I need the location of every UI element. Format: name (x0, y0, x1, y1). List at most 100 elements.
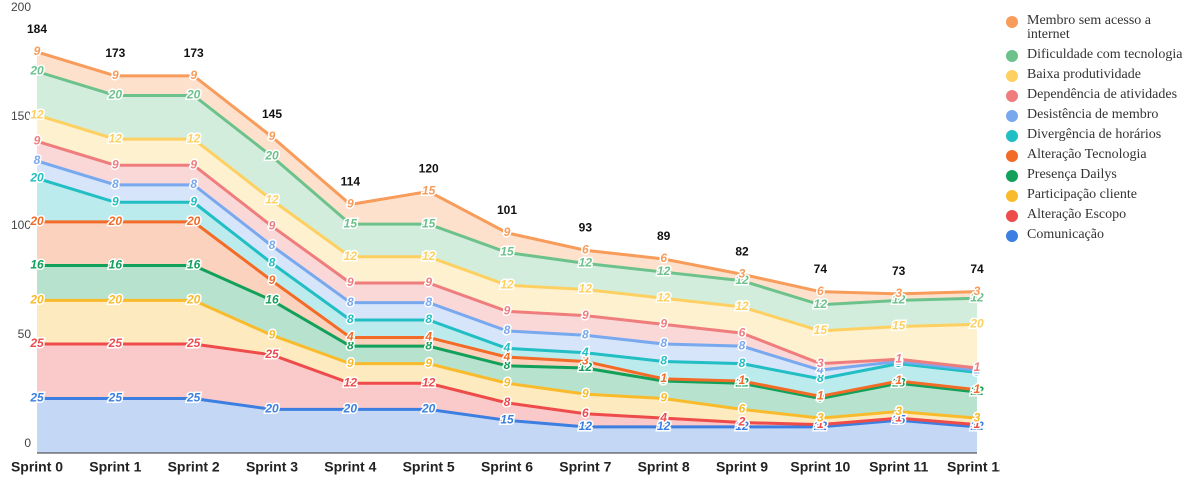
value-label: 12 (344, 375, 358, 389)
x-tick-label: Sprint 8 (638, 459, 690, 475)
value-label: 8 (347, 295, 354, 309)
value-label: 20 (343, 402, 358, 416)
value-label: 20 (29, 170, 44, 184)
value-label: 9 (190, 194, 197, 208)
value-label: 1 (974, 382, 981, 396)
value-label: 25 (108, 391, 123, 405)
value-label: 9 (112, 194, 119, 208)
value-label: 25 (29, 391, 44, 405)
value-label: 12 (422, 375, 436, 389)
value-label: 20 (186, 214, 201, 228)
value-label: 12 (579, 360, 593, 374)
value-label: 3 (817, 356, 824, 370)
legend-swatch (1006, 70, 1018, 82)
value-label: 8 (895, 356, 902, 370)
value-label: 8 (269, 256, 276, 270)
value-label: 9 (190, 68, 197, 82)
value-label: 4 (816, 362, 824, 376)
x-tick-label: Sprint 5 (403, 459, 455, 475)
value-label: 12 (579, 282, 593, 296)
value-label: 9 (347, 356, 354, 370)
value-label: 9 (504, 303, 511, 317)
legend-item: Alteração Escopo (1006, 208, 1188, 222)
value-label: 8 (269, 238, 276, 252)
legend-label: Baixa produtividade (1027, 67, 1141, 82)
value-label: 20 (29, 64, 44, 78)
value-label: 4 (424, 330, 432, 344)
total-label: 145 (262, 107, 282, 121)
value-label: 8 (504, 358, 511, 372)
value-label: 9 (504, 225, 511, 239)
value-label: 9 (269, 327, 276, 341)
total-label: 74 (814, 262, 828, 276)
value-label: 12 (344, 249, 358, 263)
y-tick-label: 200 (11, 0, 31, 14)
value-label: 12 (735, 299, 749, 313)
total-label: 89 (657, 229, 671, 243)
series-line (36, 159, 978, 372)
value-label: 9 (269, 129, 276, 143)
value-label: 8 (504, 323, 511, 337)
y-tick-label: 0 (24, 436, 31, 450)
x-tick-label: Sprint 2 (168, 459, 220, 475)
value-label: 1 (974, 417, 981, 431)
area (37, 300, 977, 425)
legend-swatch (1006, 210, 1018, 222)
legend-label: Alteração Escopo (1027, 207, 1127, 222)
value-label: 20 (108, 214, 123, 228)
x-tick-label: Sprint 6 (481, 459, 533, 475)
value-label: 9 (660, 317, 667, 331)
x-tick-label: Sprint 7 (559, 459, 611, 475)
value-label: 20 (264, 402, 279, 416)
total-label: 173 (105, 46, 125, 60)
value-label: 8 (582, 327, 589, 341)
value-label: 2 (738, 415, 746, 429)
y-tick-label: 150 (11, 109, 31, 123)
value-label: 9 (269, 218, 276, 232)
area (37, 398, 977, 453)
value-label: 16 (30, 258, 44, 272)
value-label: 12 (892, 293, 906, 307)
legend-item: Presença Dailys (1006, 168, 1188, 182)
legend-label: Alteração Tecnologia (1027, 147, 1147, 162)
value-label: 6 (582, 242, 589, 256)
total-label: 73 (892, 264, 906, 278)
value-label: 1 (739, 373, 746, 387)
value-label: 8 (660, 336, 667, 350)
value-label: 8 (739, 338, 746, 352)
value-label: 1 (895, 373, 902, 387)
legend-label: Comunicação (1027, 227, 1104, 242)
value-label: 12 (265, 192, 279, 206)
total-label: 74 (970, 262, 984, 276)
value-label: 1 (895, 351, 902, 365)
total-label: 93 (579, 220, 593, 234)
x-tick-label: Sprint 1 (89, 459, 141, 475)
value-label: 1 (974, 360, 981, 374)
value-label: 15 (814, 323, 828, 337)
y-tick-label: 100 (11, 218, 31, 232)
series-line (37, 264, 978, 401)
value-label: 16 (187, 258, 201, 272)
value-label: 12 (579, 256, 593, 270)
value-label: 16 (265, 293, 279, 307)
value-label: 25 (264, 347, 279, 361)
value-label: 3 (974, 410, 981, 424)
value-label: 12 (187, 131, 201, 145)
series-line (36, 70, 978, 307)
value-label: 6 (739, 325, 746, 339)
value-label: 12 (579, 419, 593, 433)
legend-item: Participação cliente (1006, 188, 1188, 202)
value-label: 1 (660, 371, 667, 385)
value-label: 8 (347, 338, 354, 352)
legend-label: Divergência de horários (1027, 127, 1162, 142)
series-line (36, 176, 978, 381)
value-label: 20 (186, 88, 201, 102)
value-label: 9 (425, 356, 432, 370)
value-label: 25 (29, 336, 44, 350)
value-label: 15 (344, 216, 358, 230)
value-label: 1 (817, 417, 824, 431)
value-label: 8 (347, 312, 354, 326)
area (37, 141, 977, 371)
value-label: 9 (660, 391, 667, 405)
total-label: 184 (27, 22, 47, 36)
